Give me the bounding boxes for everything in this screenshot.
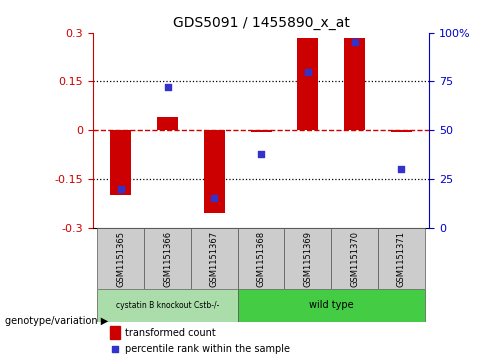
Point bbox=[397, 166, 405, 172]
Bar bbox=[144, 228, 191, 289]
Text: GSM1151366: GSM1151366 bbox=[163, 231, 172, 287]
Text: percentile rank within the sample: percentile rank within the sample bbox=[125, 344, 290, 354]
Text: wild type: wild type bbox=[309, 301, 353, 310]
Bar bbox=[391, 130, 412, 132]
Bar bbox=[110, 130, 131, 195]
Bar bbox=[98, 228, 144, 289]
Text: genotype/variation ▶: genotype/variation ▶ bbox=[5, 316, 108, 326]
Point bbox=[111, 346, 119, 352]
Bar bbox=[331, 228, 378, 289]
Bar bbox=[250, 130, 272, 132]
Point bbox=[163, 84, 171, 90]
Text: cystatin B knockout Cstb-/-: cystatin B knockout Cstb-/- bbox=[116, 301, 219, 310]
Bar bbox=[98, 289, 238, 322]
Text: GSM1151369: GSM1151369 bbox=[304, 231, 312, 287]
Bar bbox=[157, 117, 178, 130]
Text: GSM1151365: GSM1151365 bbox=[116, 231, 125, 287]
Bar bbox=[285, 228, 331, 289]
Bar bbox=[378, 228, 425, 289]
Point bbox=[257, 151, 265, 156]
Text: GSM1151370: GSM1151370 bbox=[350, 231, 359, 287]
Bar bbox=[238, 228, 285, 289]
Bar bbox=[297, 37, 318, 130]
Bar bbox=[204, 130, 225, 213]
Bar bbox=[109, 326, 120, 339]
Text: GSM1151368: GSM1151368 bbox=[257, 231, 265, 287]
Bar bbox=[191, 228, 238, 289]
Point bbox=[304, 69, 312, 74]
Text: transformed count: transformed count bbox=[125, 328, 216, 338]
Point bbox=[210, 196, 218, 201]
Bar bbox=[238, 289, 425, 322]
Bar bbox=[344, 37, 365, 130]
Title: GDS5091 / 1455890_x_at: GDS5091 / 1455890_x_at bbox=[173, 16, 349, 30]
Text: GSM1151367: GSM1151367 bbox=[210, 231, 219, 287]
Text: GSM1151371: GSM1151371 bbox=[397, 231, 406, 287]
Point bbox=[117, 186, 125, 192]
Point bbox=[351, 40, 359, 45]
